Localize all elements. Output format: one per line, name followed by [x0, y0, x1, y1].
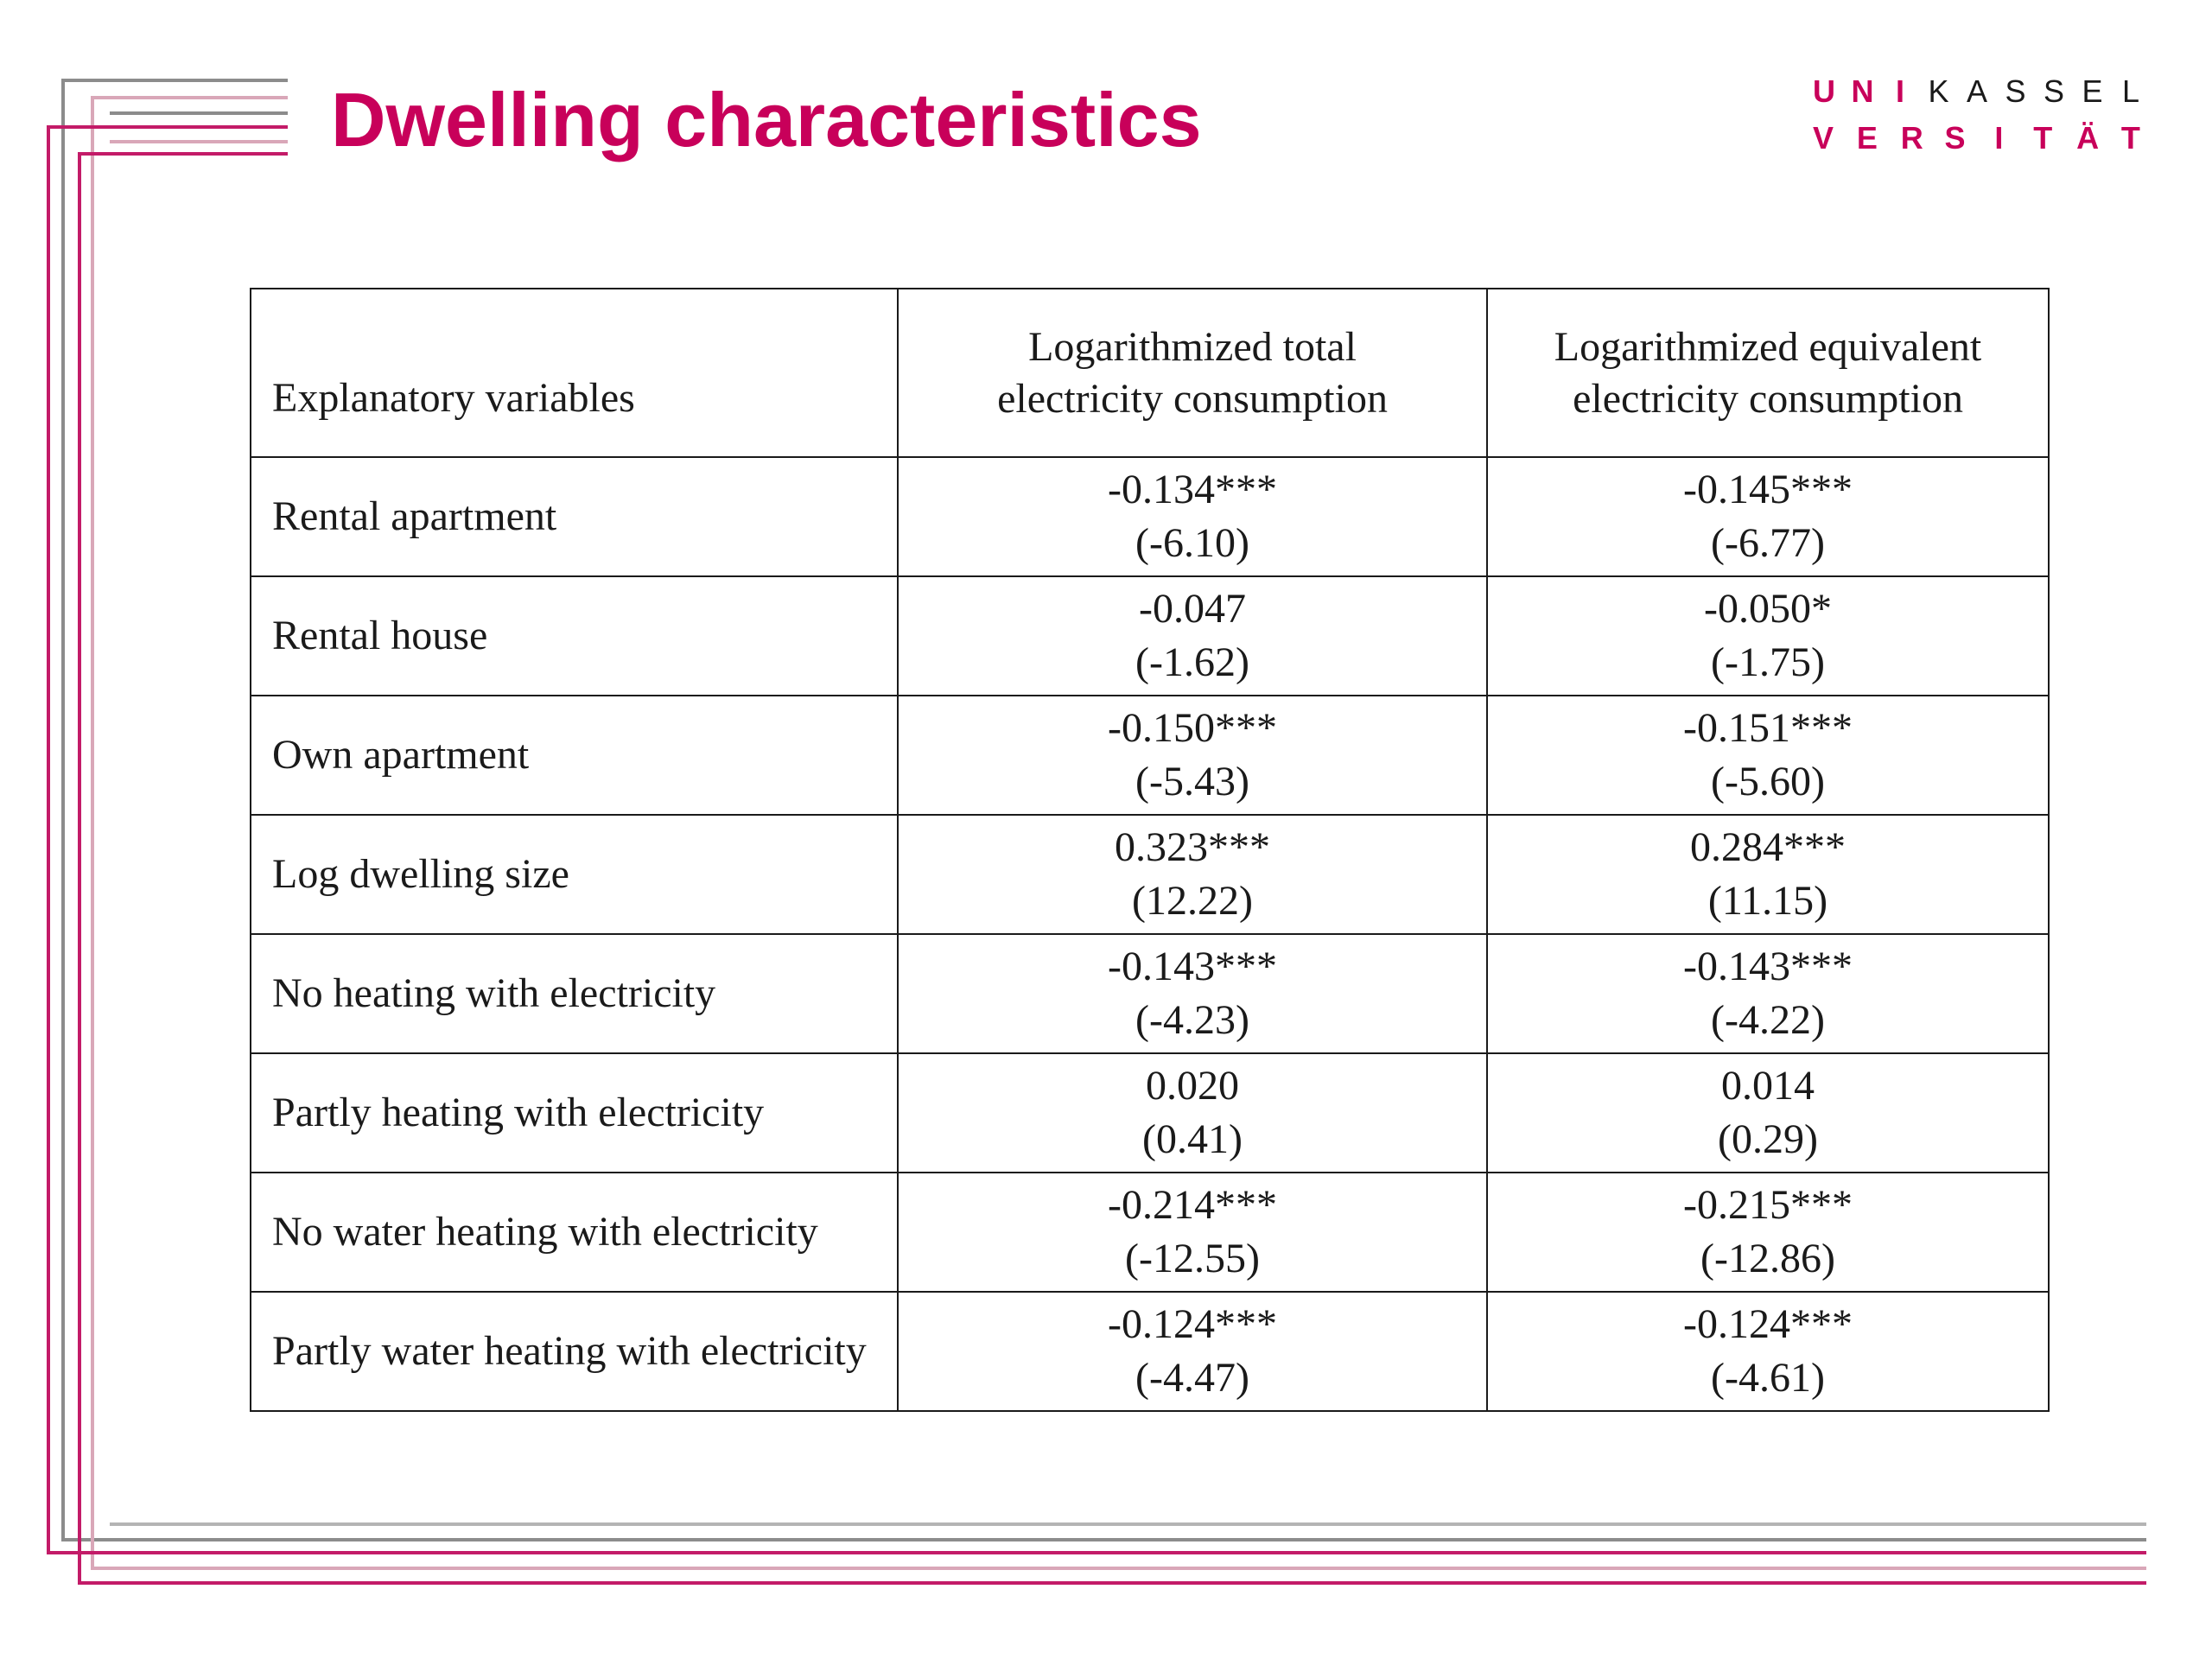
header-explanatory-variables: Explanatory variables — [250, 288, 899, 458]
logo-letter: U — [1813, 73, 1835, 109]
coefficient: 0.284*** — [1690, 824, 1846, 870]
cell-equivalent: -0.145*** (-6.77) — [1486, 456, 2050, 577]
header-text-line: electricity consumption — [997, 375, 1388, 422]
coefficient: -0.214*** — [1108, 1182, 1277, 1228]
cell-equivalent: 0.014 (0.29) — [1486, 1052, 2050, 1173]
logo-letter: Ä — [2076, 120, 2100, 156]
coefficient: 0.323*** — [1115, 824, 1270, 870]
table-row: No heating with electricity -0.143*** (-4… — [250, 933, 2050, 1054]
logo-letter: S — [1944, 120, 1966, 156]
logo-letter: E — [2082, 73, 2103, 109]
logo-letter: I — [1895, 73, 1904, 109]
cell-equivalent: 0.284*** (11.15) — [1486, 814, 2050, 935]
row-label: No water heating with electricity — [250, 1172, 899, 1293]
row-label: Rental house — [250, 575, 899, 696]
t-statistic: (12.22) — [1132, 878, 1253, 924]
t-statistic: (-5.60) — [1711, 759, 1825, 804]
row-label: Log dwelling size — [250, 814, 899, 935]
coefficient: 0.020 — [1146, 1063, 1239, 1109]
row-label: Partly heating with electricity — [250, 1052, 899, 1173]
coefficient: -0.050* — [1704, 586, 1832, 632]
cell-equivalent: -0.215*** (-12.86) — [1486, 1172, 2050, 1293]
coefficient: -0.134*** — [1108, 467, 1277, 512]
cell-equivalent: -0.143*** (-4.22) — [1486, 933, 2050, 1054]
slide-title: Dwelling characteristics — [331, 77, 1202, 162]
coefficient: -0.215*** — [1683, 1182, 1853, 1228]
coefficient: -0.143*** — [1683, 944, 1853, 989]
regression-table: Explanatory variables Logarithmized tota… — [250, 288, 2050, 1412]
row-label: Rental apartment — [250, 456, 899, 577]
frame-line-magenta-inner — [78, 152, 2146, 1585]
coefficient: -0.151*** — [1683, 705, 1853, 751]
header-text-line: electricity consumption — [1573, 375, 1963, 422]
row-label: Own apartment — [250, 695, 899, 816]
university-logo: U N I K A S S E L V E R S I T Ä T — [1813, 76, 2141, 169]
t-statistic: (-4.23) — [1135, 997, 1249, 1043]
t-statistic: (-6.77) — [1711, 520, 1825, 566]
t-statistic: (11.15) — [1707, 878, 1828, 924]
cell-total: -0.143*** (-4.23) — [897, 933, 1488, 1054]
row-label: Partly water heating with electricity — [250, 1291, 899, 1412]
coefficient: -0.124*** — [1683, 1301, 1853, 1347]
table-row: No water heating with electricity -0.214… — [250, 1172, 2050, 1293]
table-row: Own apartment -0.150*** (-5.43) -0.151***… — [250, 695, 2050, 816]
cell-total: -0.134*** (-6.10) — [897, 456, 1488, 577]
header-text-line: Logarithmized total — [1028, 323, 1357, 370]
header-equivalent-consumption: Logarithmized equivalent electricity con… — [1486, 288, 2050, 458]
logo-letter: L — [2121, 73, 2140, 109]
coefficient: -0.150*** — [1108, 705, 1277, 751]
t-statistic: (-12.86) — [1700, 1236, 1835, 1281]
table-row: Log dwelling size 0.323*** (12.22) 0.284*… — [250, 814, 2050, 935]
t-statistic: (-4.47) — [1135, 1355, 1249, 1401]
logo-letter: S — [2005, 73, 2026, 109]
cell-equivalent: -0.151*** (-5.60) — [1486, 695, 2050, 816]
cell-equivalent: -0.050* (-1.75) — [1486, 575, 2050, 696]
cell-total: -0.214*** (-12.55) — [897, 1172, 1488, 1293]
coefficient: -0.143*** — [1108, 944, 1277, 989]
cell-total: -0.150*** (-5.43) — [897, 695, 1488, 816]
t-statistic: (-5.43) — [1135, 759, 1249, 804]
coefficient: -0.145*** — [1683, 467, 1853, 512]
table-row: Partly heating with electricity 0.020 (0.… — [250, 1052, 2050, 1173]
logo-letter: R — [1900, 120, 1923, 156]
frame-line-grey — [61, 79, 2146, 1541]
logo-line-1: U N I K A S S E L — [1813, 76, 2141, 123]
frame-line-pink-light — [91, 96, 2146, 1570]
logo-letter: K — [1928, 73, 1949, 109]
header-text-line: Logarithmized equivalent — [1554, 323, 1982, 370]
table-row: Rental apartment -0.134*** (-6.10) -0.145… — [250, 456, 2050, 577]
coefficient: -0.047 — [1139, 586, 1246, 632]
row-label: No heating with electricity — [250, 933, 899, 1054]
table-header-row: Explanatory variables Logarithmized tota… — [250, 288, 2050, 458]
t-statistic: (0.41) — [1142, 1116, 1243, 1162]
t-statistic: (-12.55) — [1125, 1236, 1260, 1281]
t-statistic: (-4.61) — [1711, 1355, 1825, 1401]
logo-letter: I — [1994, 120, 2004, 156]
cell-total: 0.323*** (12.22) — [897, 814, 1488, 935]
logo-letter: A — [1967, 73, 1988, 109]
frame-line-magenta-outer — [47, 125, 2146, 1554]
coefficient: -0.124*** — [1108, 1301, 1277, 1347]
t-statistic: (-1.75) — [1711, 639, 1825, 685]
table-row: Partly water heating with electricity -0… — [250, 1291, 2050, 1412]
logo-letter: S — [2044, 73, 2065, 109]
cell-equivalent: -0.124*** (-4.61) — [1486, 1291, 2050, 1412]
cell-total: 0.020 (0.41) — [897, 1052, 1488, 1173]
t-statistic: (-1.62) — [1135, 639, 1249, 685]
table-row: Rental house -0.047 (-1.62) -0.050* (-1.75… — [250, 575, 2050, 696]
logo-letter: E — [1856, 120, 1878, 156]
logo-line-2: V E R S I T Ä T — [1813, 123, 2141, 169]
header-total-consumption: Logarithmized total electricity consumpt… — [897, 288, 1488, 458]
cell-total: -0.124*** (-4.47) — [897, 1291, 1488, 1412]
logo-letter: T — [2120, 120, 2140, 156]
t-statistic: (-4.22) — [1711, 997, 1825, 1043]
t-statistic: (0.29) — [1718, 1116, 1818, 1162]
coefficient: 0.014 — [1721, 1063, 1815, 1109]
logo-letter: V — [1813, 120, 1834, 156]
logo-letter: T — [2033, 120, 2053, 156]
logo-letter: N — [1851, 73, 1874, 109]
t-statistic: (-6.10) — [1135, 520, 1249, 566]
cell-total: -0.047 (-1.62) — [897, 575, 1488, 696]
